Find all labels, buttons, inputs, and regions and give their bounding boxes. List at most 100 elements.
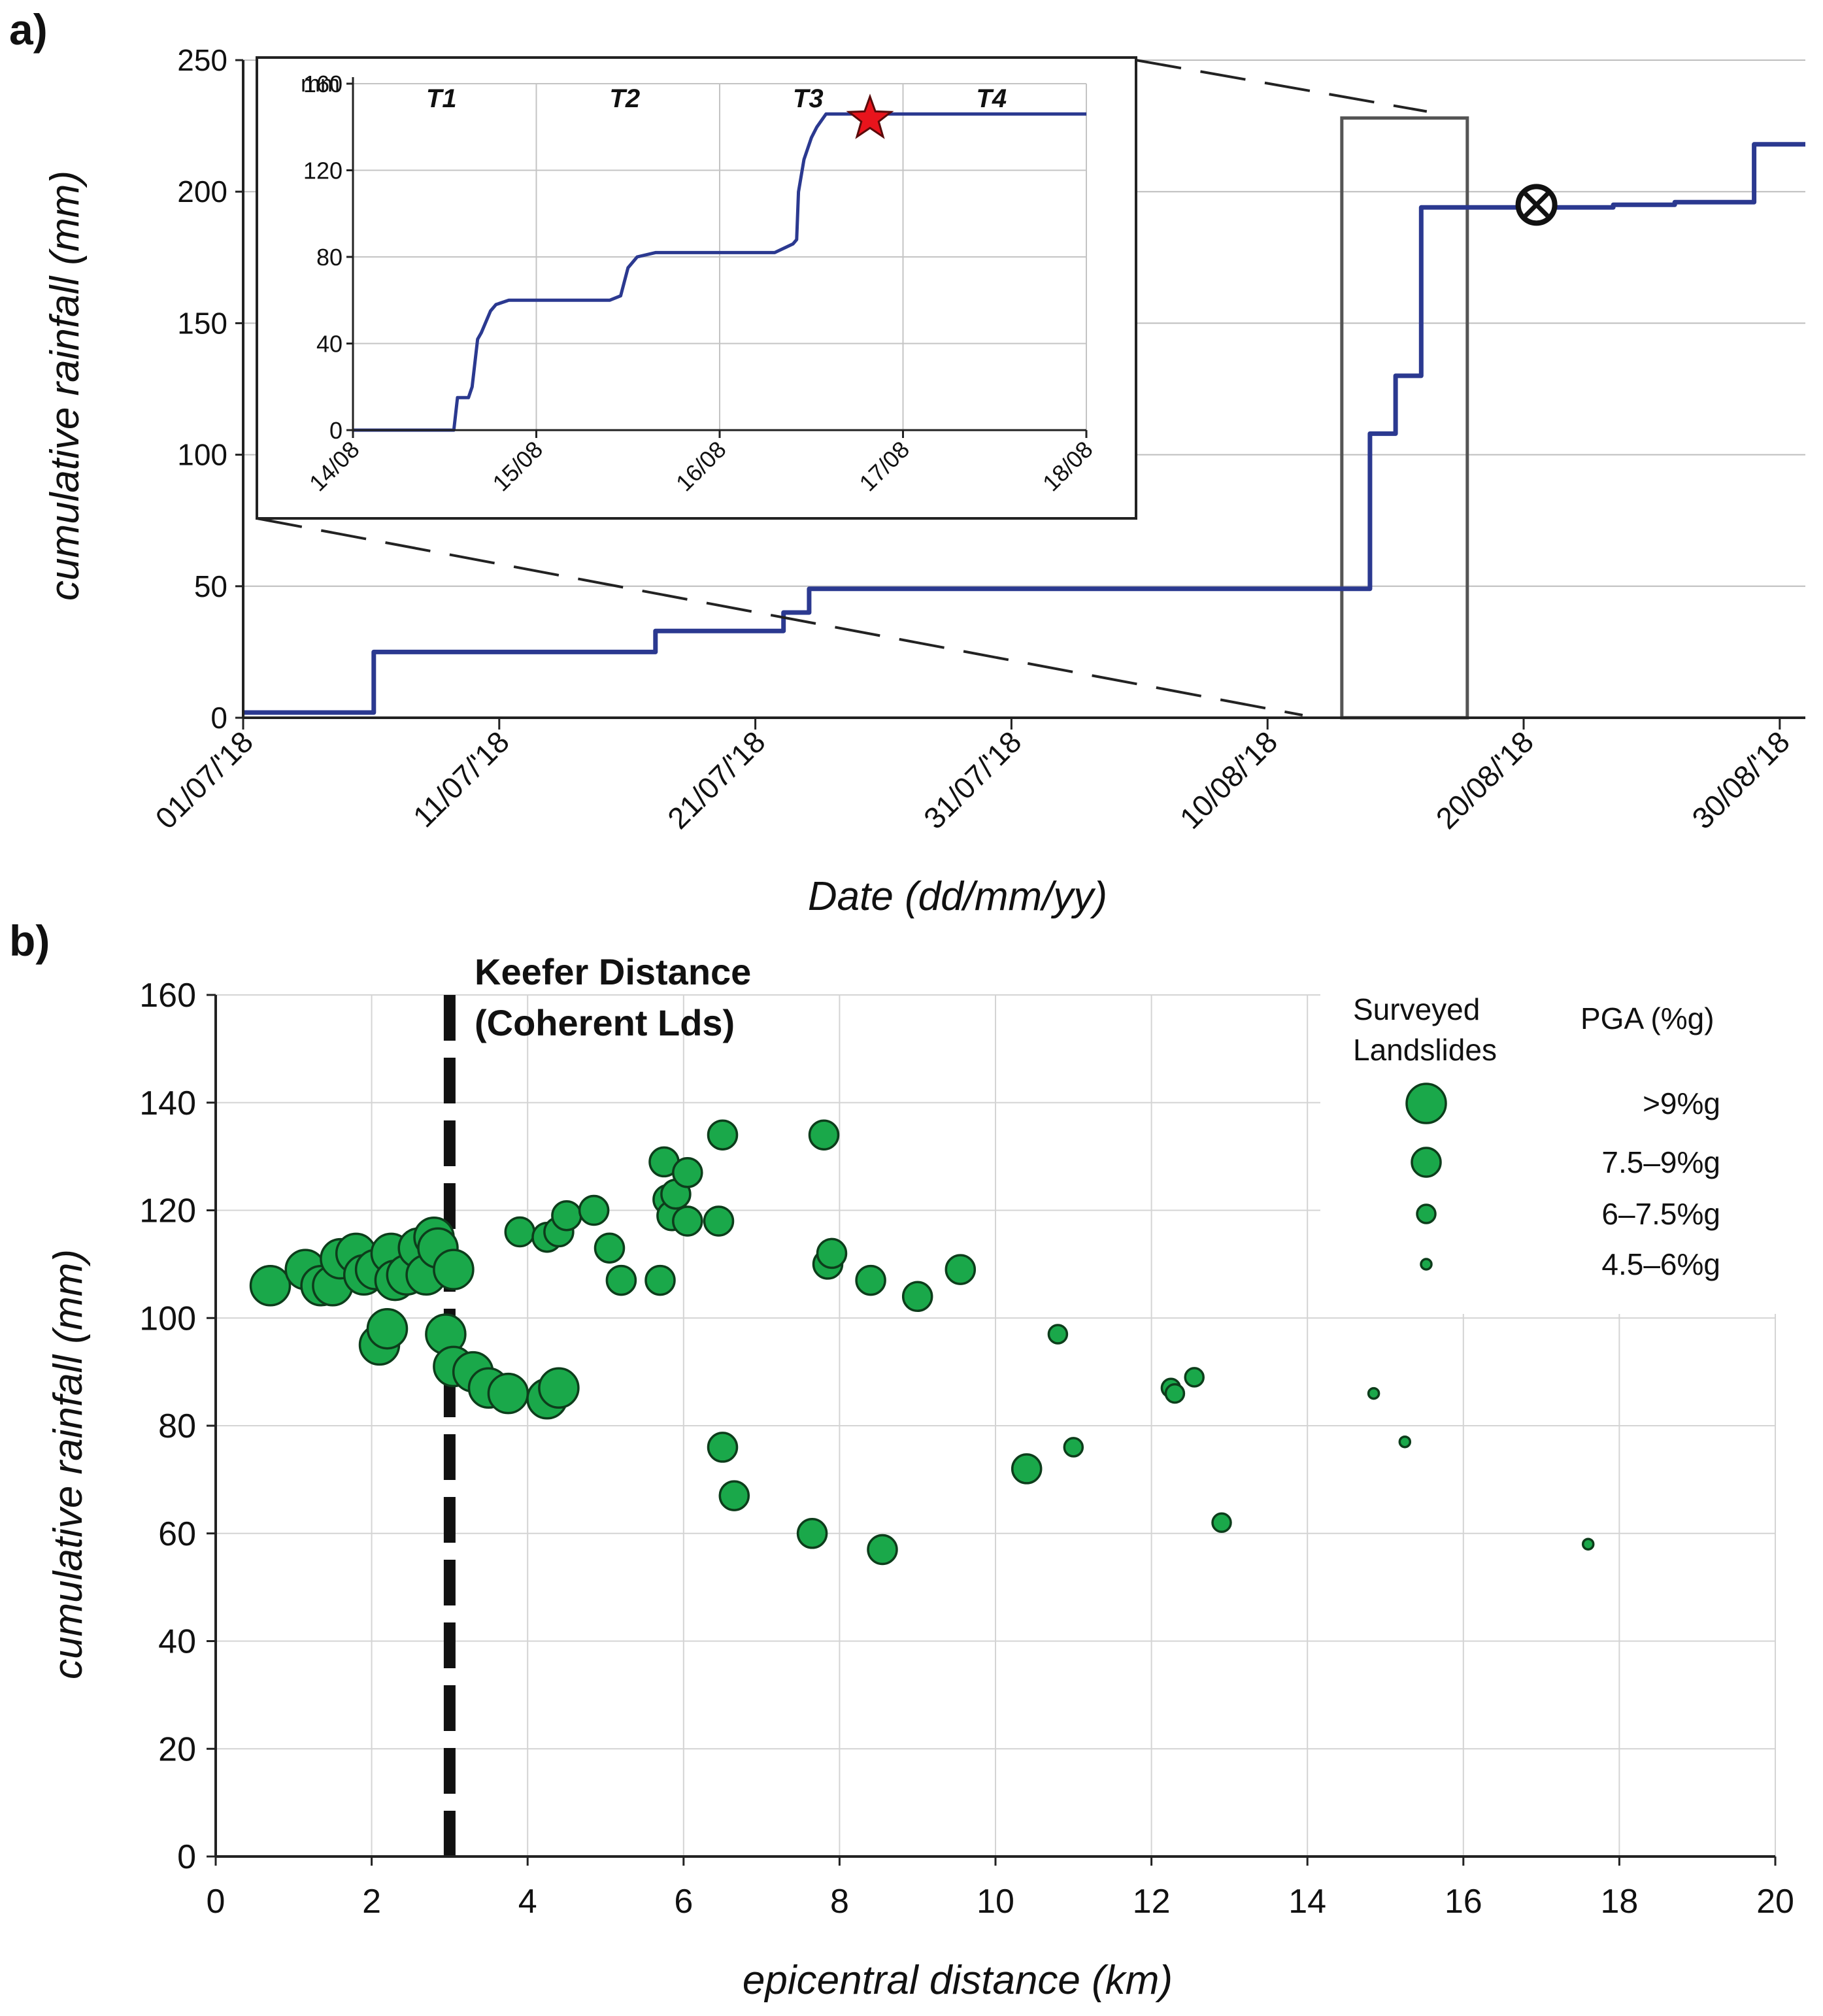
rainfall-line: [243, 142, 1805, 715]
landslide-point: [1164, 1383, 1186, 1404]
period-label-T4: T4: [976, 84, 1007, 113]
legend-marker-class-3: [1411, 1147, 1442, 1178]
scatter-points: [249, 1119, 1595, 1566]
landslide-point: [901, 1281, 933, 1313]
x-tick-label-18: 18: [1600, 1883, 1638, 1921]
landslide-point: [644, 1264, 676, 1296]
zoom-connector-top: [1135, 59, 1428, 113]
star-shape: [846, 93, 894, 139]
landslide-point: [366, 1307, 409, 1350]
panel-a-y-axis-title: cumulative rainfall (mm): [42, 171, 88, 601]
legend-marker-class-2: [1416, 1203, 1437, 1224]
landslide-point: [1367, 1386, 1380, 1400]
landslide-point: [672, 1205, 703, 1237]
landslide-point: [538, 1367, 580, 1409]
inset-gridlines: [353, 83, 1087, 430]
period-label-T1: T1: [426, 84, 457, 113]
panel-b: b) Keefer Distance (Coherent Lds) 0 20 40 6…: [9, 916, 1804, 2003]
landslide-point: [551, 1200, 582, 1232]
period-label-T2: T2: [609, 84, 640, 113]
zoom-connector-lines: [256, 59, 1428, 716]
landslide-point: [1581, 1537, 1595, 1551]
panel-b-label: b): [9, 916, 50, 965]
inset-period-labels: T1 T2 T3 T4: [426, 84, 1007, 113]
landslide-point: [703, 1205, 735, 1237]
circled-x-marker: [1515, 184, 1558, 226]
legend-label: 7.5–9%g: [1601, 1145, 1720, 1179]
x-tick-label-4: 4: [518, 1883, 537, 1921]
landslide-point: [594, 1232, 626, 1264]
legend-title-landslides: Landslides: [1353, 1033, 1497, 1067]
x-tick-label: 21/07/'18: [661, 724, 772, 835]
y-tick-label-40: 40: [158, 1623, 196, 1661]
panel-a-y-ticks: 0 50 100 150 200 250: [177, 43, 243, 735]
keefer-label-line1: Keefer Distance: [475, 951, 751, 992]
landslide-point: [1398, 1435, 1412, 1449]
circled-x-stroke: [1524, 192, 1550, 218]
x-tick-label: 10/08/'18: [1173, 724, 1284, 835]
inset-frame: [256, 56, 1137, 520]
inset-y-unit: mm: [301, 70, 340, 97]
legend-marker-class-4: [1405, 1083, 1447, 1124]
inset-y-tick-label-40: 40: [316, 331, 343, 358]
landslide-point: [249, 1265, 292, 1307]
period-label-T3: T3: [793, 84, 824, 113]
y-tick-label-140: 140: [139, 1084, 196, 1122]
y-tick-label-60: 60: [158, 1515, 196, 1553]
legend-background: [1320, 987, 1804, 1314]
panel-b-x-axis-title: epicentral distance (km): [743, 1958, 1173, 2003]
panel-b-y-axis-title: cumulative rainfall (mm): [46, 1249, 91, 1679]
x-tick-label-0: 0: [207, 1883, 226, 1921]
x-tick-label-20: 20: [1756, 1883, 1794, 1921]
y-tick-label-20: 20: [158, 1730, 196, 1768]
landslide-point: [1063, 1437, 1084, 1458]
panel-b-y-ticks: 0 20 40 60 80 100 120 140 160: [139, 977, 216, 1876]
keefer-label-line2: (Coherent Lds): [475, 1002, 735, 1043]
inset-series: [353, 112, 1086, 432]
landslide-point: [808, 1119, 840, 1151]
inset-y-tick-label-160: 160: [303, 71, 343, 97]
y-tick-label-80: 80: [158, 1407, 196, 1445]
inset-y-tick-label-0: 0: [329, 417, 343, 444]
x-tick-label: 20/08/'18: [1429, 724, 1540, 835]
landslide-point: [504, 1216, 536, 1248]
legend-label: 6–7.5%g: [1601, 1197, 1720, 1231]
landslide-point: [867, 1534, 898, 1566]
legend-entries: >9%g 7.5–9%g 6–7.5%g 4.5–6%g: [1405, 1083, 1720, 1281]
inset-y-tick-label-120: 120: [303, 158, 343, 184]
y-tick-label-250: 250: [177, 43, 227, 77]
x-tick-label-10: 10: [977, 1883, 1014, 1921]
landslide-point: [945, 1254, 977, 1285]
y-tick-label-200: 200: [177, 175, 227, 209]
landslide-point: [578, 1194, 610, 1226]
landslide-point: [707, 1432, 739, 1463]
star-marker: [846, 93, 894, 139]
landslide-point: [707, 1119, 739, 1151]
y-tick-label-100: 100: [139, 1300, 196, 1337]
y-tick-label-160: 160: [139, 977, 196, 1015]
inset-rainfall-line: [353, 112, 1086, 432]
panel-a: a) 0 50 100 150 200 250 01/07/'18 11/07/'18 21/…: [9, 5, 1805, 919]
inset-y-ticks: 0 40 80 120 160: [303, 71, 353, 444]
panel-b-x-ticks: 0 2 4 6 8 10 12 14 16 18 20: [207, 1856, 1794, 1921]
landslide-point: [1047, 1324, 1069, 1345]
y-tick-label-100: 100: [177, 438, 227, 472]
landslide-point: [1011, 1453, 1043, 1485]
legend-title-pga: PGA (%g): [1580, 1001, 1714, 1035]
landslide-point: [605, 1264, 637, 1296]
legend: Surveyed Landslides PGA (%g) >9%g 7.5–9%g…: [1353, 992, 1720, 1281]
panel-a-x-axis-title: Date (dd/mm/yy): [808, 874, 1107, 919]
y-tick-label-0: 0: [210, 701, 227, 735]
legend-label: >9%g: [1643, 1086, 1720, 1120]
landslide-point: [433, 1249, 475, 1290]
landslide-point: [487, 1372, 529, 1415]
landslide-point: [816, 1237, 848, 1269]
y-tick-label-120: 120: [139, 1192, 196, 1230]
landslide-point: [796, 1518, 828, 1549]
y-tick-label-150: 150: [177, 306, 227, 340]
x-tick-label: 01/07/'18: [148, 724, 259, 835]
landslide-point: [1211, 1512, 1232, 1534]
y-tick-label-50: 50: [194, 569, 227, 603]
